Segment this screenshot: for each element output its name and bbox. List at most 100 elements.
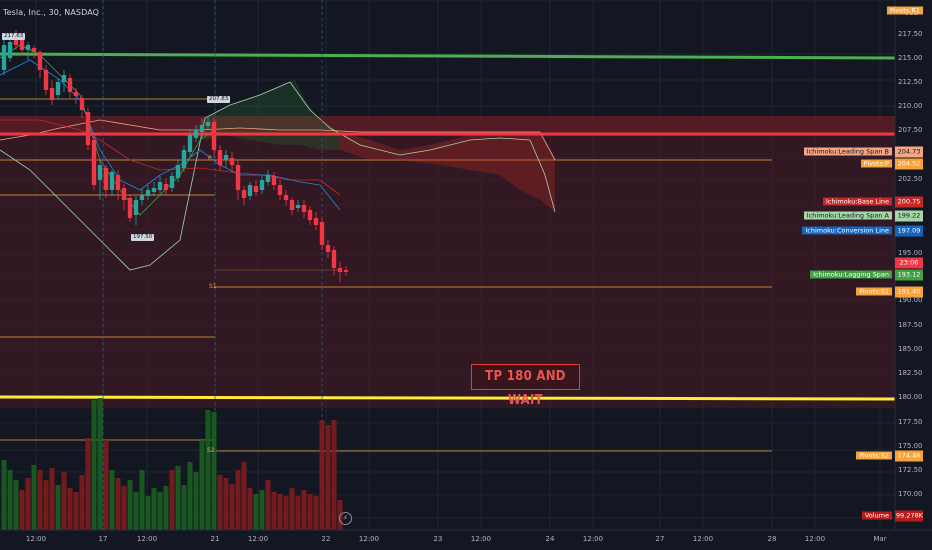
lagging-span-label: Ichimoku:Lagging Span 193.12 [807,269,926,281]
candle-body [271,176,277,185]
candle-body [247,185,253,196]
volume-bar [37,470,43,530]
volume-bar [67,488,73,530]
time-tick: 17 [98,535,108,543]
price-label-value: 174.48 [895,450,923,462]
price-label-text: Pivots:S1 [856,287,892,296]
price-tick: 195.00 [898,249,923,257]
time-tick: 12:00 [470,535,492,543]
volume-bar [85,438,91,530]
price-label-value: 204.52 [895,158,923,170]
volume-bar [265,480,271,530]
lightning-icon[interactable]: ⚡ [339,512,352,525]
candle-body [175,165,181,178]
volume-bar [97,398,103,530]
candle-body [43,70,49,90]
tp-annotation[interactable]: TP 180 AND WAIT [471,364,580,408]
volume-bar [253,494,259,530]
candle-body [265,175,271,182]
leading-span-a [0,81,556,271]
candle-body [325,245,331,252]
candle-body [337,268,343,272]
candle-body [157,182,163,190]
candle-body [13,38,19,45]
candle-body [205,122,211,126]
high-marker: 217.63 [2,33,26,40]
candle-body [313,218,319,225]
volume-bar [43,480,49,530]
volume-bar [121,486,127,530]
price-label-text: Ichimoku:Lagging Span [810,270,892,279]
volume-bar [127,480,133,530]
candle-body [79,98,85,110]
candle-body [55,82,61,95]
candle-body [67,78,73,92]
leading-span-b [0,119,556,161]
price-tick: 212.50 [898,78,923,86]
time-tick: 12:00 [804,535,826,543]
price-tick: 185.00 [898,345,923,353]
price-tick: 180.00 [898,393,923,401]
volume-bar [241,462,247,530]
candle-body [283,195,289,200]
leading-span-b-label: Ichimoku:Leading Span B 204.73 [801,146,926,158]
volume-bar [79,475,85,530]
volume-bar [301,490,307,530]
volume-bar [163,486,169,530]
countdown-label: 23:06 [889,257,926,269]
candle-body [163,184,169,190]
price-tick: 210.00 [898,102,923,110]
candle-body [61,75,67,82]
volume-bar [247,488,253,530]
resistance-zone [0,116,895,408]
symbol-title[interactable]: Tesla, Inc., 30, NASDAQ [3,8,100,17]
price-tick: 215.00 [898,54,923,62]
time-tick: 12:00 [136,535,158,543]
volume-bar [157,492,163,530]
volume-bar [181,485,187,530]
price-tick: 187.50 [898,321,923,329]
time-tick: 23 [433,535,443,543]
time-tick: 12:00 [582,535,604,543]
candle-body [343,270,349,272]
volume-bar [151,488,157,530]
pivots-r1-label: Pivots:R1 [884,6,926,17]
volume-bar [235,470,241,530]
pivots-p-label: Pivots:P 204.52 [858,158,926,170]
volume-bar [199,440,205,530]
candle-body [211,122,217,150]
volume-bar [61,472,67,530]
candle-body [217,150,223,165]
volume-bar [13,480,19,530]
volume-bar [145,496,151,530]
candle-body [7,42,13,58]
candle-body [85,112,91,145]
candle-body [319,222,325,245]
candle-body [91,140,97,185]
pivots-s1-label: Pivots:S1 191.40 [853,286,926,298]
price-tick: 182.50 [898,369,923,377]
leading-span-a-label: Ichimoku:Leading Span A 199.22 [801,210,926,222]
price-label-value: 204.73 [895,146,923,158]
price-label-value: 193.12 [895,269,923,281]
time-tick: 27 [655,535,665,543]
price-label-text: Ichimoku:Leading Span A [803,211,892,220]
volume-bar [193,472,199,530]
volume-bar [19,490,25,530]
price-label-text: Ichimoku:Conversion Line [802,226,892,235]
candle-body [73,92,79,96]
candle-body [49,88,55,100]
volume-bar [259,490,265,530]
volume-bar [91,400,97,530]
candle-body [187,135,193,152]
green-resistance-line [0,52,896,60]
volume-bar [103,440,109,530]
p-marker: P [208,155,212,162]
candle-body [277,185,283,195]
candlesticks [1,30,349,282]
candle-body [37,52,43,70]
candle-body [133,200,139,215]
candle-body [235,165,241,190]
volume-label: Volume 99.278K [859,510,926,522]
